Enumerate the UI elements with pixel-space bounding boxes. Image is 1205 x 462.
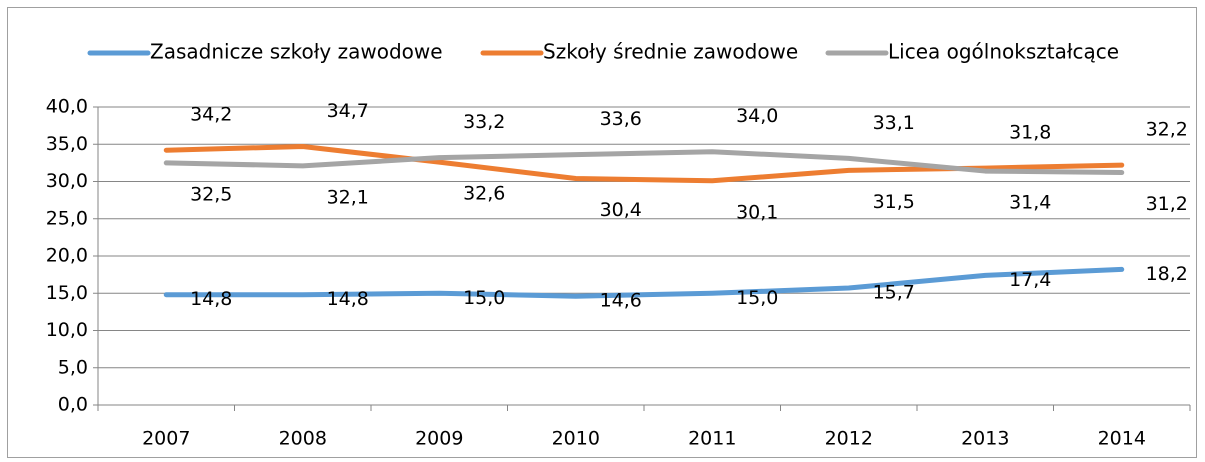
data-label: 18,2	[1146, 263, 1188, 285]
x-tick-label: 2007	[142, 428, 190, 450]
data-label: 34,2	[190, 104, 232, 126]
data-label: 30,4	[600, 199, 642, 221]
data-label: 31,8	[1009, 122, 1051, 144]
y-tick-label: 5,0	[58, 356, 88, 378]
data-label: 14,6	[600, 290, 642, 312]
data-label: 15,0	[736, 287, 778, 309]
data-label: 17,4	[1009, 269, 1051, 291]
x-tick-label: 2014	[1098, 428, 1146, 450]
x-tick-label: 2009	[415, 428, 463, 450]
data-label: 33,6	[600, 108, 642, 130]
legend-label: Zasadnicze szkoły zawodowe	[150, 40, 443, 64]
y-tick-label: 15,0	[46, 282, 88, 304]
y-tick-label: 30,0	[46, 170, 88, 192]
data-label: 15,7	[873, 282, 915, 304]
y-tick-label: 25,0	[46, 207, 88, 229]
data-label: 31,2	[1146, 193, 1188, 215]
legend-label: Szkoły średnie zawodowe	[543, 40, 798, 64]
series-line	[163, 266, 1125, 299]
data-label: 32,2	[1146, 119, 1188, 141]
y-tick-label: 10,0	[46, 319, 88, 341]
data-label: 34,7	[327, 100, 369, 122]
legend-label: Licea ogólnokształcące	[888, 40, 1119, 64]
data-label: 31,5	[873, 191, 915, 213]
data-label: 32,5	[190, 183, 232, 205]
chart-frame	[7, 7, 1197, 458]
data-label: 32,1	[327, 186, 369, 208]
data-label: 31,4	[1009, 192, 1051, 214]
data-label: 33,1	[873, 112, 915, 134]
y-tick-label: 35,0	[46, 133, 88, 155]
data-label: 14,8	[327, 288, 369, 310]
series-line	[163, 149, 1125, 176]
data-label: 30,1	[736, 201, 778, 223]
x-tick-label: 2012	[825, 428, 873, 450]
x-tick-label: 2008	[279, 428, 327, 450]
data-label: 14,8	[190, 288, 232, 310]
data-label: 33,2	[463, 111, 505, 133]
y-tick-label: 0,0	[58, 394, 88, 416]
y-tick-label: 40,0	[46, 96, 88, 118]
data-label: 15,0	[463, 287, 505, 309]
data-label: 34,0	[736, 105, 778, 127]
x-tick-label: 2013	[961, 428, 1009, 450]
y-tick-label: 20,0	[46, 245, 88, 267]
data-label: 32,6	[463, 183, 505, 205]
x-tick-label: 2010	[552, 428, 600, 450]
x-tick-label: 2011	[688, 428, 736, 450]
